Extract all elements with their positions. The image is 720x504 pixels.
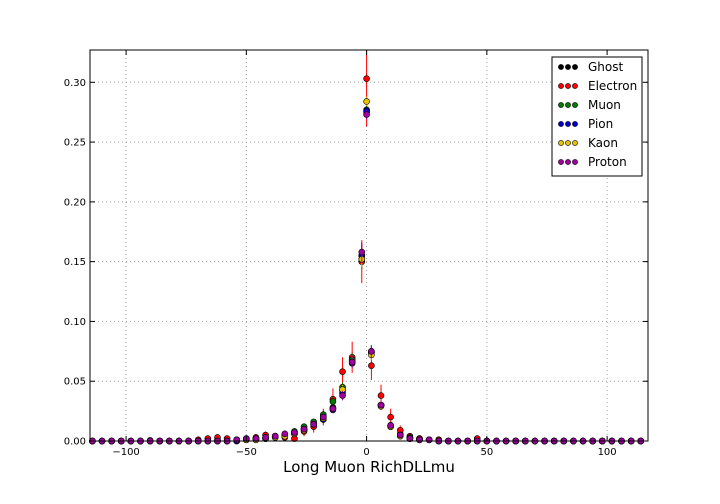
x-tick-label: −50: [236, 447, 257, 458]
legend-box: [551, 56, 643, 177]
plot-frame: [89, 49, 649, 442]
legend: Ghost Electron Muon Pion Kaon Proton: [551, 56, 643, 177]
data-point: [329, 398, 337, 405]
legend-label: Electron: [588, 79, 637, 93]
data-point: [329, 405, 337, 413]
legend-marker: [565, 159, 571, 165]
data-point: [377, 401, 385, 409]
legend-marker: [558, 83, 564, 89]
y-tick-label: 0.00: [64, 437, 86, 448]
x-axis-label: Long Muon RichDLLmu: [283, 458, 455, 476]
legend-marker: [572, 159, 578, 165]
legend-entry: Proton: [558, 155, 627, 169]
legend-marker: [558, 140, 564, 146]
x-tick-label: 0: [363, 447, 369, 458]
legend-entry: Muon: [558, 98, 621, 112]
y-tick-label: 0.15: [64, 257, 86, 268]
data-point: [358, 248, 366, 256]
data-point: [377, 392, 385, 399]
legend-marker: [572, 64, 578, 70]
legend-label: Pion: [588, 117, 613, 131]
data-point: [396, 431, 404, 439]
y-tick-label: 0.20: [64, 197, 86, 208]
data-point: [363, 75, 370, 82]
data-point: [320, 413, 327, 421]
data-point: [339, 368, 346, 375]
legend-entry: Kaon: [558, 136, 618, 150]
data-point: [416, 436, 423, 444]
legend-marker: [572, 121, 578, 127]
data-point: [233, 436, 241, 444]
legend-label: Muon: [588, 98, 621, 112]
data-point: [363, 111, 370, 118]
legend-marker: [558, 102, 564, 108]
axis-ticks: −100 −50 0 50 100 0.00 0.05 0.10 0.15 0.20 0.25 0.3…: [64, 50, 648, 458]
legend-marker: [558, 64, 564, 70]
data-point: [387, 413, 394, 421]
y-tick-label: 0.25: [64, 138, 86, 149]
legend-entry: Pion: [558, 117, 613, 131]
legend-entry: Electron: [558, 79, 637, 93]
legend-marker: [572, 83, 578, 89]
data-point: [425, 436, 433, 444]
data-point: [368, 362, 375, 369]
legend-marker: [565, 102, 571, 108]
legend-marker: [572, 102, 578, 108]
x-tick-label: 50: [480, 447, 493, 458]
legend-label: Proton: [588, 155, 627, 169]
y-tick-label: 0.30: [64, 78, 86, 89]
legend-marker: [565, 140, 571, 146]
data-point: [271, 432, 279, 440]
y-tick-label: 0.05: [64, 377, 86, 388]
legend-marker: [565, 121, 571, 127]
data-point: [300, 425, 308, 433]
legend-entry: Ghost: [558, 60, 623, 74]
legend-marker: [565, 64, 571, 70]
data-point: [368, 348, 375, 355]
data-point: [281, 430, 289, 438]
legend-marker: [558, 159, 564, 165]
data-point: [262, 434, 269, 441]
data-point: [291, 429, 298, 436]
x-tick-label: −100: [112, 447, 139, 458]
x-tick-label: 100: [598, 447, 617, 458]
data-point: [406, 435, 414, 442]
data-point: [387, 422, 394, 429]
legend-label: Kaon: [588, 136, 618, 150]
y-tick-label: 0.10: [64, 317, 86, 328]
legend-marker: [565, 83, 571, 89]
legend-marker: [572, 140, 578, 146]
legend-label: Ghost: [588, 60, 623, 74]
legend-marker: [558, 121, 564, 127]
data-point: [252, 435, 260, 442]
data-point: [363, 98, 370, 105]
data-point: [310, 420, 317, 428]
data-point: [348, 358, 356, 366]
data-point: [339, 392, 346, 399]
